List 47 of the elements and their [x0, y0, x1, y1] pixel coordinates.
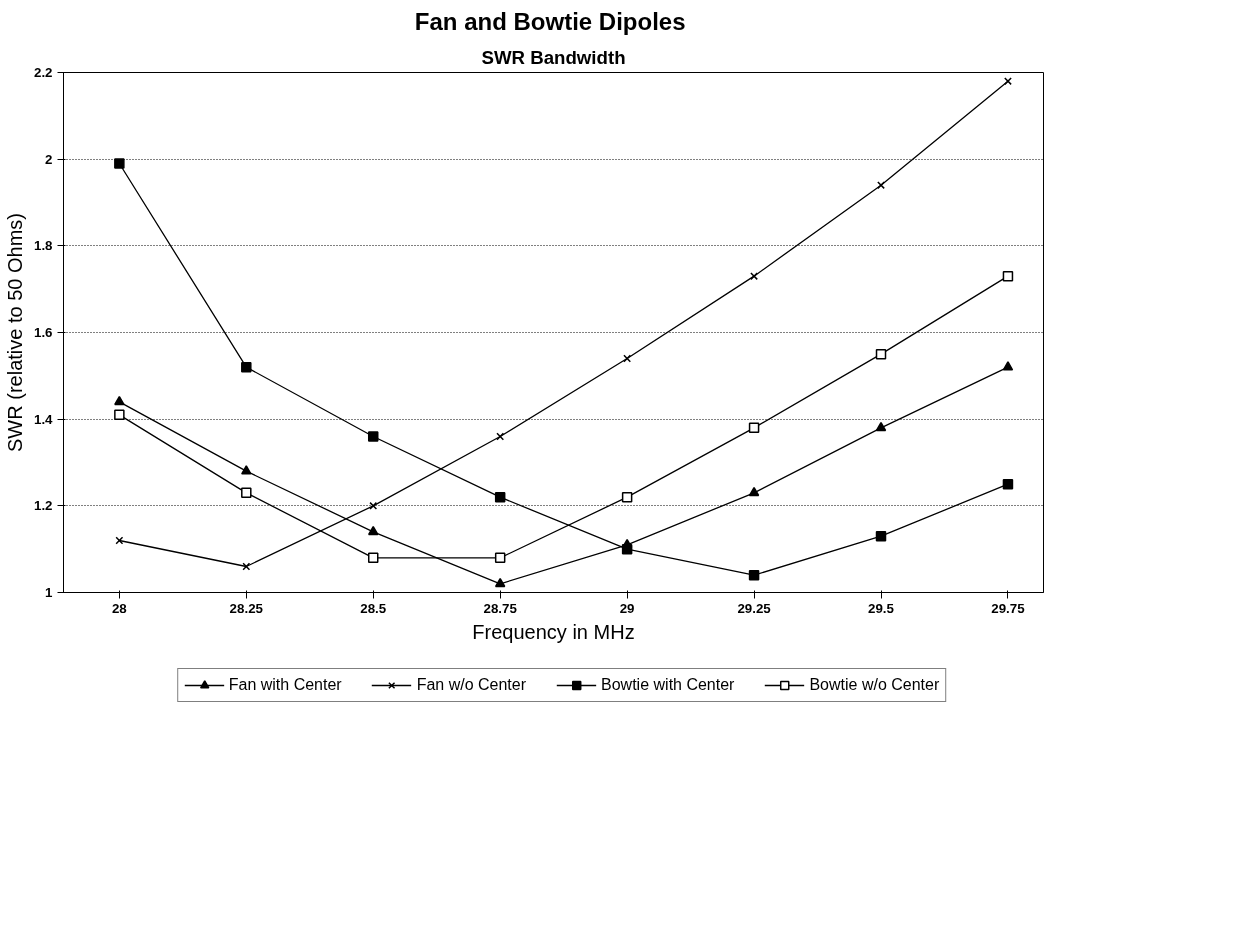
point [494, 491, 506, 503]
point [748, 422, 760, 434]
x-tick-label: 28.75 [483, 600, 518, 616]
point [114, 409, 125, 421]
point [875, 348, 887, 360]
point [114, 158, 125, 169]
y-tick-label: 1 [45, 585, 54, 600]
x-tick-label: 29.5 [868, 600, 895, 616]
point [1002, 270, 1014, 282]
point [496, 432, 505, 441]
point [494, 577, 506, 588]
x-tick-label: 29 [619, 600, 635, 616]
x-tick-label: 29.75 [991, 600, 1026, 616]
point [875, 530, 887, 542]
point [367, 431, 379, 442]
legend-label: Fan with Center [228, 676, 342, 694]
point [748, 569, 760, 581]
y-tick-label: 1.6 [33, 325, 53, 340]
point [241, 487, 252, 499]
point [875, 421, 887, 432]
point [369, 501, 378, 510]
point [748, 486, 760, 497]
chart-title: Fan and Bowtie Dipoles [414, 7, 686, 35]
point [621, 491, 633, 503]
point [1002, 478, 1014, 490]
chart-subtitle: SWR Bandwidth [481, 46, 626, 68]
y-tick-label: 1.4 [33, 411, 54, 427]
point [114, 395, 125, 406]
point [494, 552, 506, 564]
x-axis-title: Frequency in MHz [472, 620, 635, 643]
legend-label: Bowtie with Center [601, 676, 735, 694]
y-tick-label: 2 [45, 151, 53, 167]
x-tick-label: 28.25 [229, 600, 264, 616]
point [367, 552, 379, 564]
point [367, 525, 379, 536]
y-tick-label: 1.8 [33, 238, 53, 254]
point [241, 361, 252, 373]
y-tick-label: 1.2 [33, 498, 53, 514]
legend-label: Fan w/o Center [416, 676, 527, 694]
point [1002, 361, 1014, 371]
y-axis-title: SWR (relative to 50 Ohms) [3, 213, 26, 452]
x-tick-label: 28.5 [360, 600, 387, 616]
point [241, 465, 252, 475]
legend-label: Bowtie w/o Center [809, 676, 940, 694]
y-tick-label: 2.2 [33, 65, 53, 80]
x-tick-label: 29.25 [737, 600, 772, 616]
x-tick-label: 28 [111, 600, 127, 616]
